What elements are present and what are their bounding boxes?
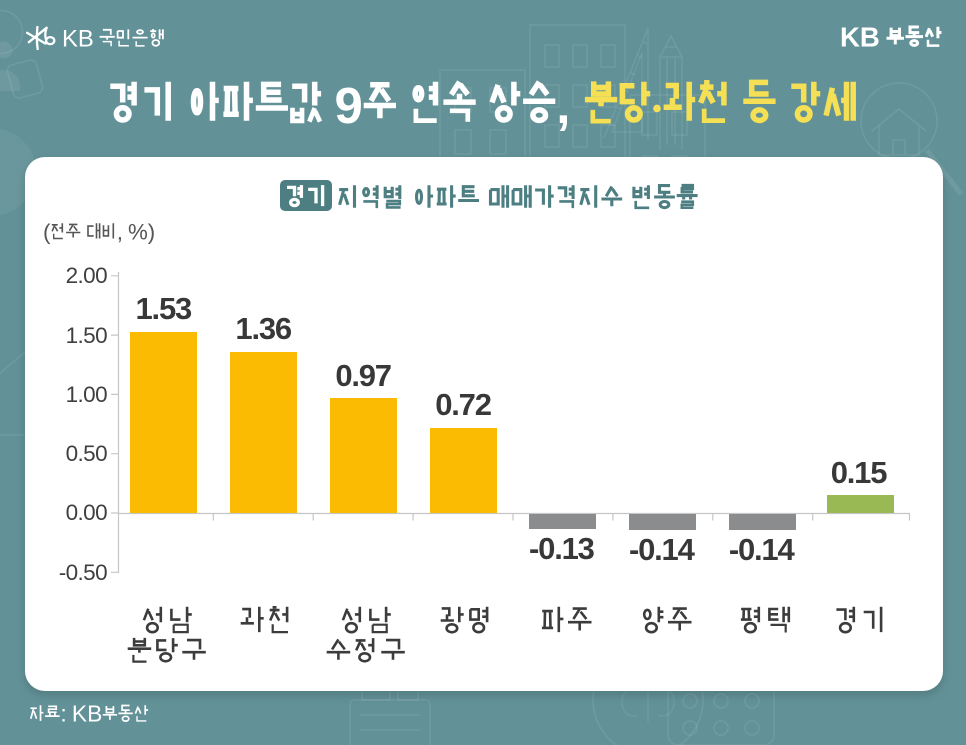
svg-text:,: , [556,77,570,134]
svg-text::: : [60,701,66,727]
svg-text:B: B [78,25,94,52]
svg-text:K: K [71,701,86,727]
svg-text:K: K [840,22,860,53]
svg-text:B: B [87,701,102,727]
svg-text:K: K [62,25,78,52]
svg-text:B: B [860,22,880,53]
svg-text:,: , [117,220,123,245]
svg-text:%: % [128,220,148,245]
svg-text:(: ( [43,220,51,245]
svg-text:): ) [148,220,155,245]
svg-text:9: 9 [335,77,363,134]
